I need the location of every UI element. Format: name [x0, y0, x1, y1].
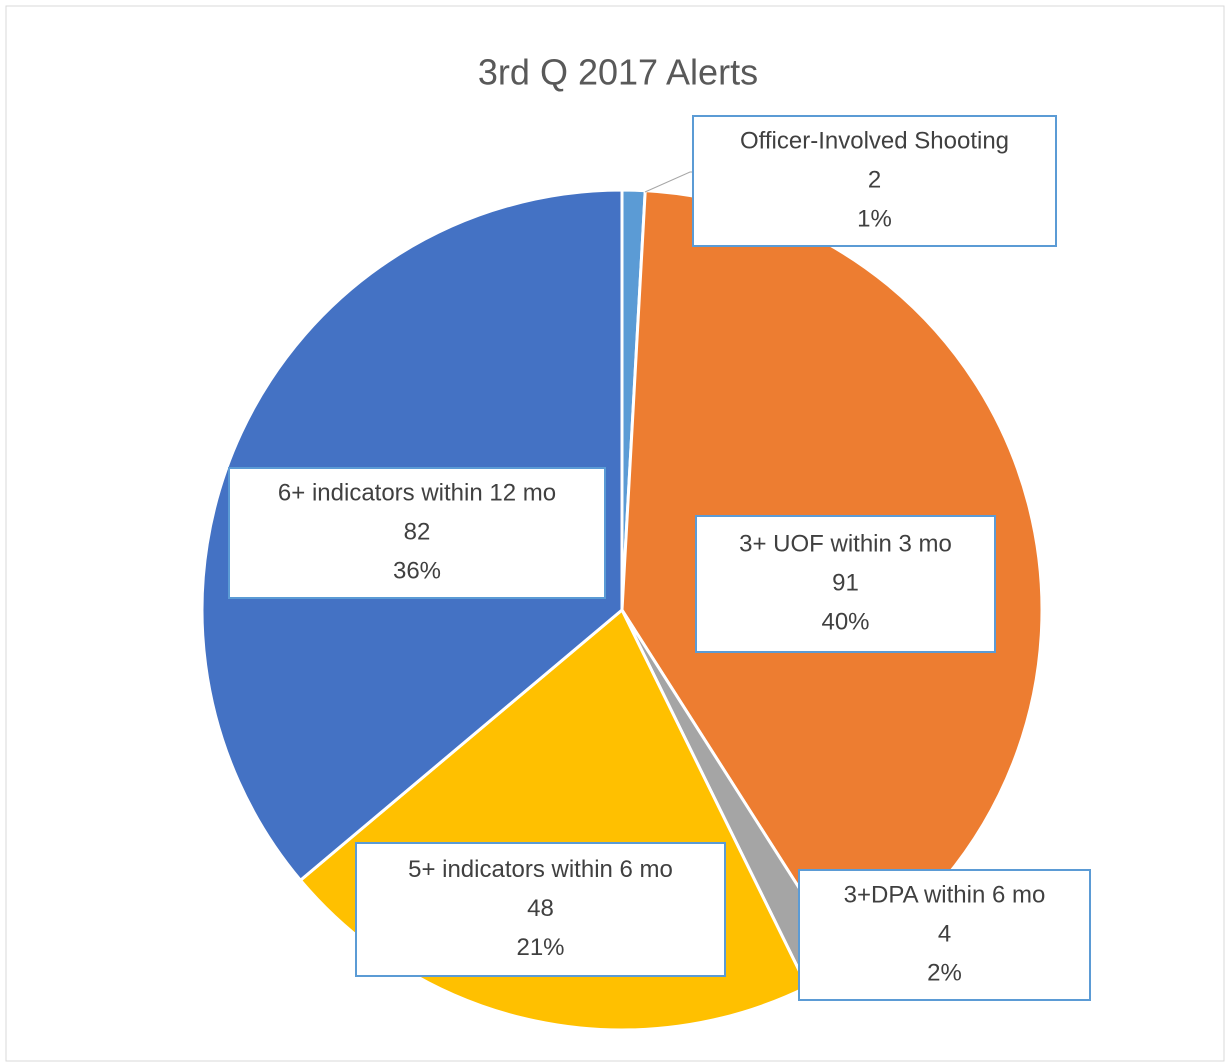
percent-label: 1% [857, 205, 892, 232]
percent-label: 2% [927, 959, 962, 986]
category-label: 3+DPA within 6 mo [844, 881, 1046, 908]
category-label: Officer-Involved Shooting [740, 127, 1009, 154]
data-label-box [692, 115, 1057, 247]
percent-label: 40% [821, 608, 869, 635]
value-label: 91 [832, 569, 859, 596]
value-label: 48 [527, 895, 554, 922]
category-label: 3+ UOF within 3 mo [739, 530, 952, 557]
value-label: 4 [938, 920, 951, 947]
category-label: 6+ indicators within 12 mo [278, 479, 556, 506]
chart-title: 3rd Q 2017 Alerts [478, 52, 758, 93]
data-label-box [355, 842, 726, 977]
data-label-box [228, 467, 606, 599]
percent-label: 21% [516, 934, 564, 961]
value-label: 2 [868, 166, 881, 193]
category-label: 5+ indicators within 6 mo [408, 856, 673, 883]
data-label-box [695, 515, 996, 653]
data-label-box [798, 869, 1091, 1001]
value-label: 82 [404, 518, 431, 545]
percent-label: 36% [393, 557, 441, 584]
